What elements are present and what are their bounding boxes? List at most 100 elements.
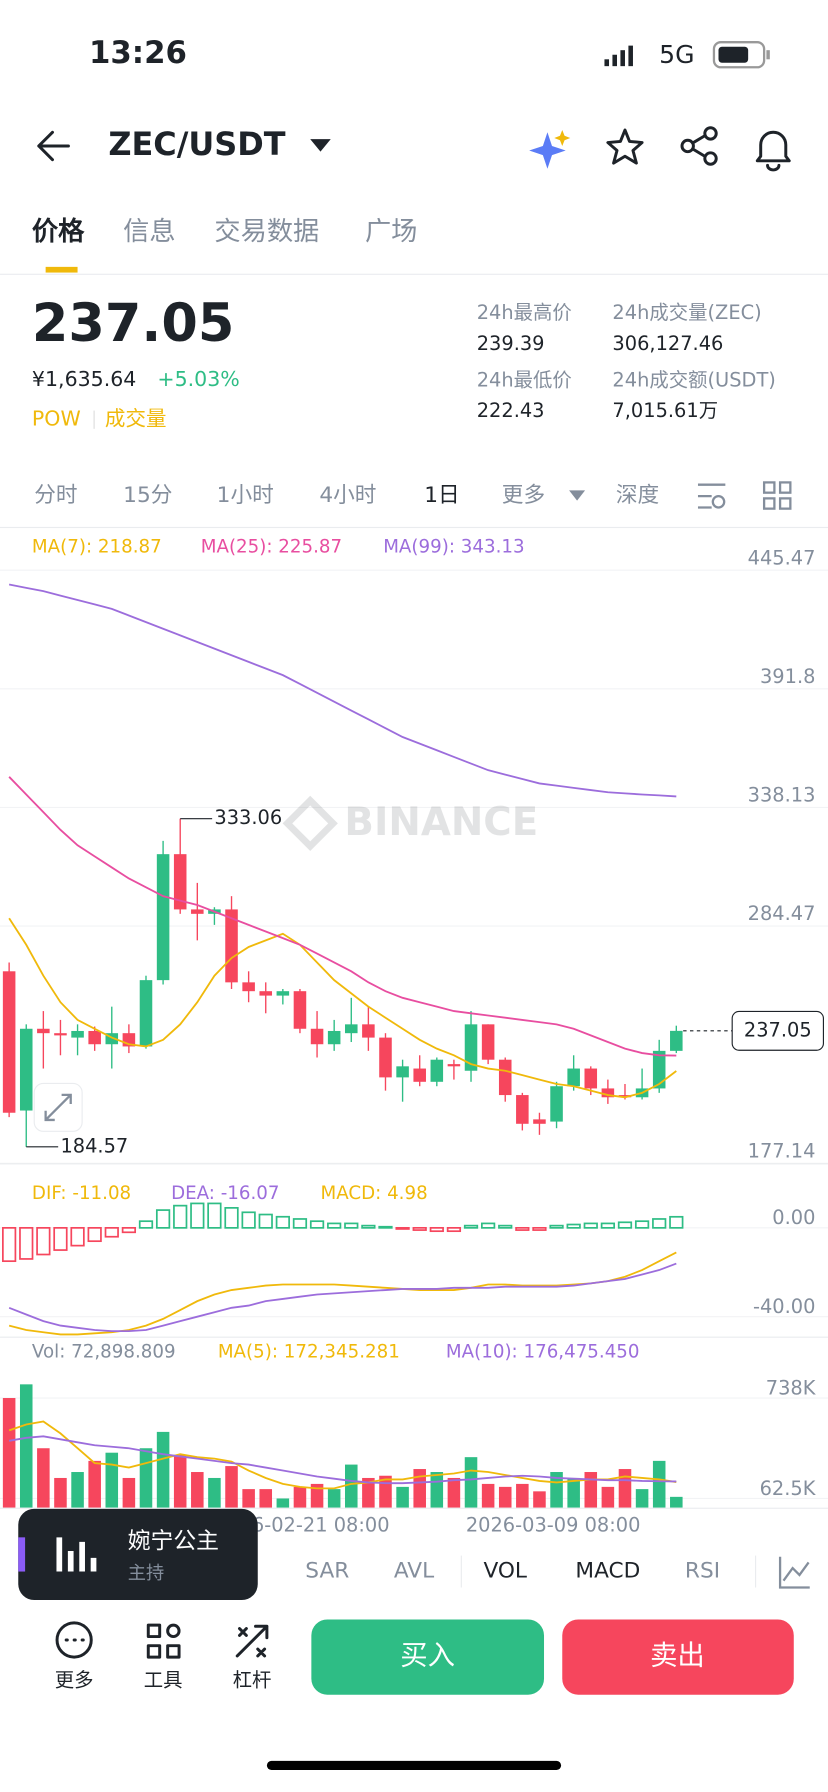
chart-settings[interactable] <box>778 1556 810 1589</box>
tab[interactable]: 信息 <box>123 217 175 247</box>
candle-body <box>156 854 170 981</box>
macd-bar <box>309 1220 325 1229</box>
legend-label: MA(5): 172,345.281 <box>218 1342 400 1363</box>
date-label: 2026-02-21 08:00 <box>215 1513 390 1536</box>
volume-bar <box>105 1452 119 1508</box>
pair-title[interactable]: ZEC/USDT <box>108 125 285 163</box>
layout-icon[interactable] <box>762 481 792 510</box>
candle-body <box>259 991 273 996</box>
interval[interactable]: 15分 <box>123 483 172 508</box>
interval[interactable]: 分时 <box>34 483 77 508</box>
volume-bar <box>601 1486 615 1508</box>
change: +5.03% <box>157 367 239 391</box>
ai-button[interactable] <box>529 130 571 169</box>
macd-bar <box>207 1202 222 1229</box>
more-icon[interactable] <box>55 1621 93 1659</box>
indicator-line <box>8 776 677 1057</box>
macd-bar <box>446 1226 462 1233</box>
cny-price: ¥1,635.64 <box>32 367 136 391</box>
interval[interactable]: 深度 <box>616 483 659 508</box>
volume-bar <box>54 1477 67 1508</box>
interval[interactable]: 4小时 <box>319 483 376 508</box>
share-button[interactable] <box>680 126 718 166</box>
tools-icon[interactable] <box>146 1623 181 1659</box>
indicator-line <box>8 917 677 1099</box>
volume-bar <box>430 1472 444 1508</box>
macd-bar <box>463 1224 479 1229</box>
action-label[interactable]: 更多 <box>55 1669 94 1692</box>
candle-body <box>310 1028 324 1045</box>
candle-body <box>327 1030 341 1045</box>
stat-label: 24h最低价 <box>477 368 572 391</box>
network: 5G <box>659 40 694 69</box>
indicator-tab[interactable]: AVL <box>394 1559 434 1584</box>
back-button[interactable] <box>37 130 70 162</box>
tag[interactable]: POW <box>32 407 81 431</box>
candle-body <box>139 980 153 1047</box>
candle-body <box>601 1088 615 1098</box>
pair-dropdown[interactable] <box>310 139 331 152</box>
tab[interactable]: 广场 <box>365 217 417 247</box>
candle-body <box>498 1059 512 1096</box>
indicator-line <box>8 583 677 798</box>
divider <box>0 1163 828 1165</box>
action-label[interactable]: 工具 <box>144 1669 183 1692</box>
macd-bar <box>190 1202 205 1229</box>
separator <box>460 1555 462 1588</box>
buy-button[interactable] <box>311 1619 545 1695</box>
indicator-line <box>8 1435 677 1485</box>
expand-button[interactable] <box>33 1082 83 1132</box>
indicator-tab-active[interactable]: VOL <box>483 1559 527 1584</box>
macd-bar <box>498 1224 513 1229</box>
macd-bar <box>532 1226 547 1231</box>
macd-bar <box>258 1213 273 1229</box>
candle-body <box>37 1028 50 1034</box>
macd-bar <box>2 1226 17 1263</box>
candle-body <box>516 1095 529 1124</box>
macd-bar <box>19 1226 34 1260</box>
volume-bar <box>481 1483 495 1508</box>
y-tick-label: 0.00 <box>772 1206 815 1229</box>
last-price: 237.05 <box>32 293 234 354</box>
candle-body <box>276 991 290 996</box>
stat-value: 239.39 <box>477 332 545 355</box>
indicator-tab[interactable]: SAR <box>305 1559 349 1584</box>
stat-value: 306,127.46 <box>612 332 723 355</box>
volume-bar <box>88 1460 101 1508</box>
candle-body <box>430 1059 444 1082</box>
tab[interactable]: 交易数据 <box>214 217 319 247</box>
macd-bar <box>138 1220 154 1229</box>
macd-bar <box>121 1226 137 1234</box>
sell-label[interactable]: 卖出 <box>650 1641 705 1672</box>
tag[interactable]: 成交量 <box>105 407 167 431</box>
live-host-overlay[interactable]: 婉宁公主 主持 <box>18 1508 258 1601</box>
interval-active[interactable]: 1日 <box>424 483 459 508</box>
candle-body <box>71 1030 84 1038</box>
interval[interactable]: 更多 <box>502 483 545 508</box>
indicator-tab[interactable]: RSI <box>685 1559 720 1584</box>
battery-icon <box>712 41 770 69</box>
candle-body <box>379 1037 392 1078</box>
favorite-button[interactable] <box>606 128 644 165</box>
alert-button[interactable] <box>755 130 791 172</box>
interval[interactable]: 1小时 <box>217 483 274 508</box>
legend-label: Vol: 72,898.809 <box>32 1342 176 1363</box>
volume-bar <box>191 1472 204 1508</box>
buy-label[interactable]: 买入 <box>400 1641 455 1672</box>
tab-active[interactable]: 价格 <box>32 216 85 247</box>
indicator-tab-active[interactable]: MACD <box>575 1559 640 1584</box>
candle-body <box>173 854 187 910</box>
settings-icon[interactable] <box>697 483 726 509</box>
legend-label: MA(25): 225.87 <box>201 536 342 557</box>
sell-button[interactable] <box>562 1619 794 1695</box>
volume-bar <box>618 1469 632 1508</box>
home-indicator <box>266 1760 562 1770</box>
candle-body <box>54 1033 67 1036</box>
leverage-icon[interactable] <box>235 1624 269 1658</box>
legend-label: DEA: -16.07 <box>171 1183 279 1204</box>
action-label[interactable]: 杠杆 <box>233 1669 272 1692</box>
more-dropdown[interactable] <box>569 490 586 501</box>
indicator-line <box>8 1262 677 1333</box>
watermark-text: BINANCE <box>344 800 538 845</box>
